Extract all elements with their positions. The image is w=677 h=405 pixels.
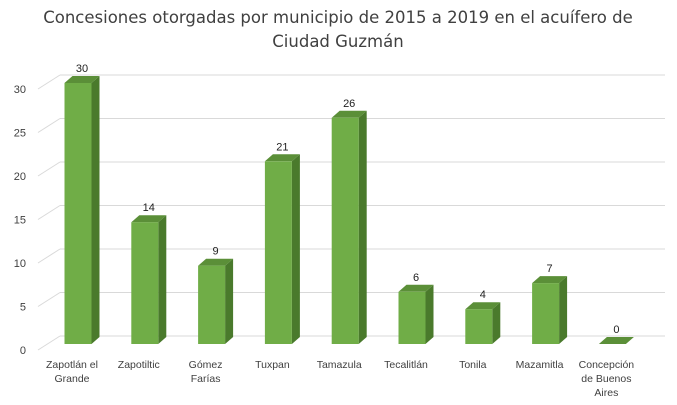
x-category-label: Grande: [54, 373, 89, 385]
gridline-slant: [37, 292, 61, 307]
bars: 30 14 9 21 26 6 4 7 0: [64, 63, 634, 344]
x-category-label: Farías: [191, 373, 221, 385]
y-tick-label: 10: [14, 258, 26, 270]
bar-front: [198, 265, 226, 344]
bar: 0: [598, 324, 634, 344]
y-tick-label: 5: [20, 302, 26, 314]
x-axis-labels: Zapotlán el Grande Zapotiltic Gómez Farías Tu…: [46, 359, 634, 399]
bar-top: [331, 110, 367, 118]
bar-top: [131, 215, 167, 223]
x-category-label: Mazamitla: [516, 359, 564, 371]
y-tick-label: 15: [14, 215, 26, 227]
bar-top: [64, 76, 100, 83]
gridline-slant: [37, 335, 61, 351]
gridline-slant: [37, 205, 61, 220]
data-label: 14: [143, 202, 155, 214]
bar-top: [465, 302, 501, 310]
bar: 26: [331, 98, 367, 344]
bar: 7: [532, 263, 568, 344]
x-category-label: Zapotlán el: [46, 359, 98, 371]
y-tick-label: 0: [20, 345, 26, 357]
bar-top: [398, 284, 434, 292]
chart-title-line-1: Concesiones otorgadas por municipio de 2…: [43, 8, 633, 27]
bar: 30: [64, 63, 100, 344]
bar-side: [559, 276, 568, 344]
data-label: 9: [213, 246, 219, 258]
bar-side: [91, 76, 100, 344]
bar-side: [225, 258, 234, 344]
bar-side: [158, 215, 167, 344]
bar-top: [532, 276, 568, 284]
bar-front: [264, 161, 292, 344]
gridline-slant: [37, 161, 61, 177]
data-label: 6: [413, 272, 419, 284]
gridline-slant: [37, 248, 61, 264]
chart-title-line-2: Ciudad Guzmán: [272, 32, 403, 51]
bar-side: [358, 110, 367, 344]
x-category-label: Gómez: [189, 359, 223, 371]
gridline-slant: [37, 74, 61, 90]
bar: 9: [198, 246, 234, 344]
data-label: 4: [480, 289, 486, 301]
x-category-label: Tuxpan: [255, 359, 290, 371]
bar-front: [131, 222, 159, 344]
bar-front: [64, 83, 92, 344]
bar: 6: [398, 272, 434, 344]
bar-top: [598, 337, 634, 344]
x-category-label: Tamazula: [317, 359, 362, 371]
bar-front: [532, 283, 560, 344]
data-label: 0: [613, 324, 619, 336]
data-label: 21: [276, 141, 288, 153]
x-category-label: Tecalitlán: [384, 359, 428, 371]
bar-top: [198, 258, 234, 266]
y-axis-ticks: 0 5 10 15 20 25 30: [14, 84, 26, 357]
bar-side: [425, 284, 434, 344]
x-category-label: de Buenos: [581, 373, 631, 385]
bar-side: [291, 154, 300, 344]
bar: 14: [131, 202, 167, 344]
x-category-label: Concepción: [579, 359, 635, 371]
x-category-label: Tonila: [459, 359, 487, 371]
y-tick-label: 30: [14, 84, 26, 96]
bar: 21: [264, 141, 300, 344]
bar-front: [465, 309, 493, 344]
x-category-label: Zapotiltic: [118, 359, 160, 371]
data-label: 30: [76, 63, 88, 75]
gridline-slant: [37, 118, 61, 133]
x-category-label: Aires: [594, 387, 618, 399]
bar-side: [492, 302, 501, 344]
bar-front: [331, 117, 359, 344]
y-tick-label: 20: [14, 171, 26, 183]
y-tick-label: 25: [14, 128, 26, 140]
bar: 4: [465, 289, 501, 344]
data-label: 7: [547, 263, 553, 275]
bar-front: [398, 291, 426, 344]
data-label: 26: [343, 98, 355, 110]
bar-top: [264, 154, 300, 162]
